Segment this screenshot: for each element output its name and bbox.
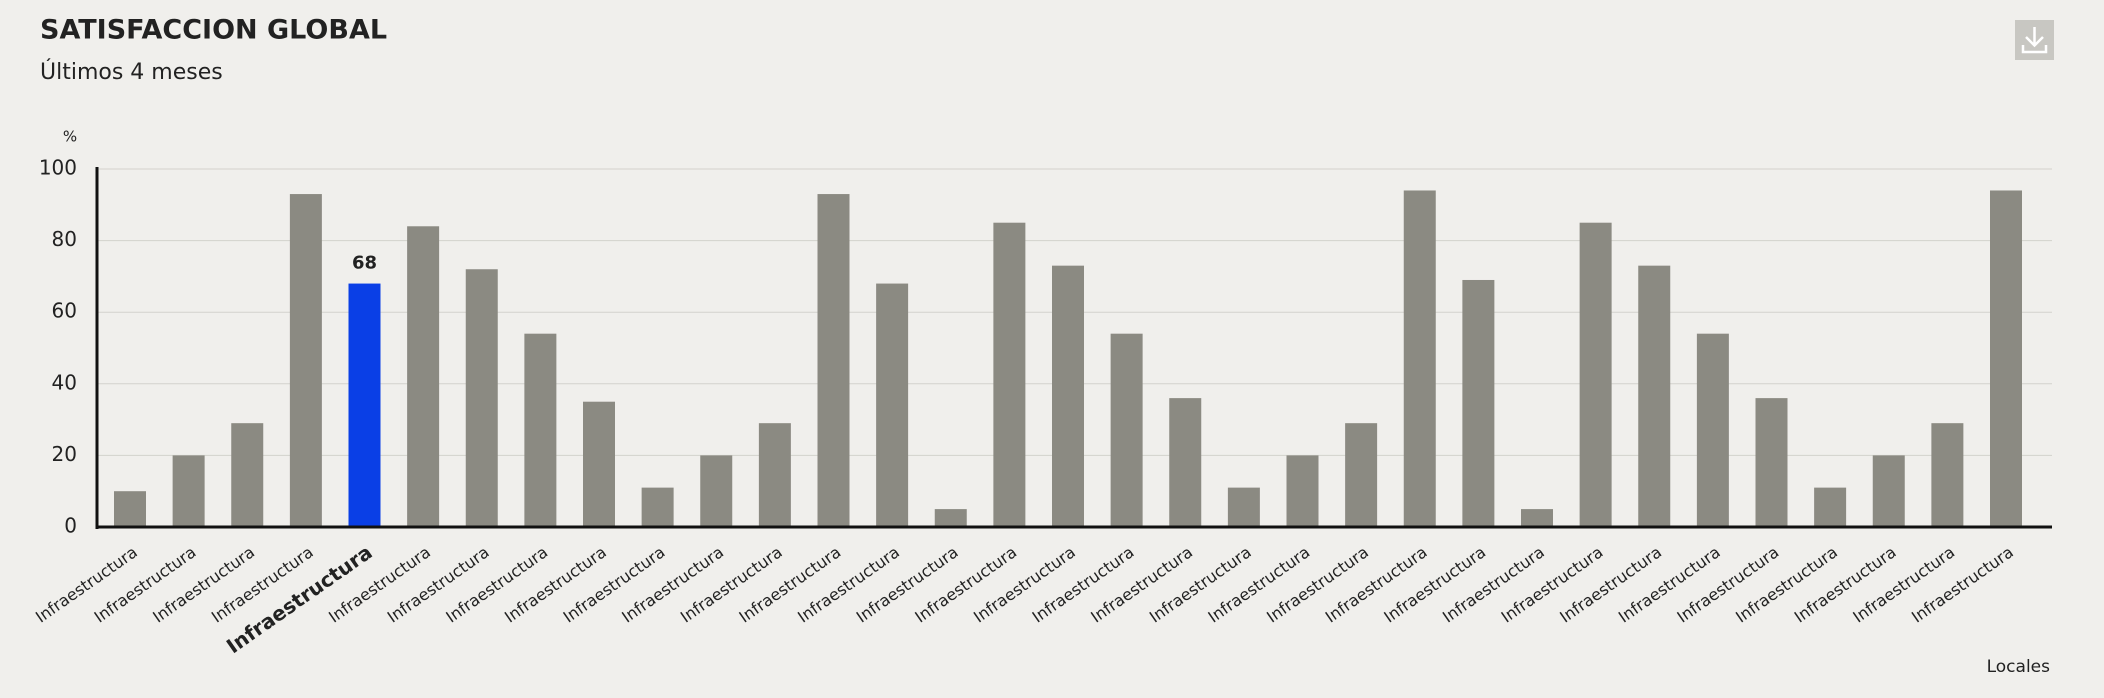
x-tick-label: Infraestructura [1498, 542, 1607, 626]
x-tick-label: Infraestructura [1263, 542, 1372, 626]
x-tick-label: Infraestructura [501, 542, 610, 626]
x-tick-label: Infraestructura [442, 542, 551, 626]
bar [993, 222, 1026, 527]
x-tick-label: Infraestructura [1732, 542, 1841, 626]
x-axis-label: Locales [1987, 657, 2051, 677]
x-tick-label: Infraestructura [1673, 542, 1782, 626]
x-tick-label: Infraestructura [911, 542, 1020, 626]
bar [289, 194, 322, 527]
bar [1345, 423, 1378, 527]
bar [348, 283, 381, 527]
x-tick-label: Infraestructura [1204, 542, 1313, 626]
x-tick-label: Infraestructura [794, 542, 903, 626]
bar [1696, 333, 1729, 527]
download-icon[interactable] [2021, 27, 2048, 54]
x-tick-label: Infraestructura [677, 542, 786, 626]
x-tick-label: Infraestructura [1791, 542, 1900, 626]
bar [1521, 509, 1553, 527]
bar [700, 455, 733, 527]
bar [1052, 265, 1084, 527]
x-tick-label: Infraestructura [149, 542, 258, 626]
x-tick-label: Infraestructura [1849, 542, 1958, 626]
bar [172, 455, 205, 527]
x-tick-label: Infraestructura [32, 542, 141, 626]
value-label: 68 [352, 253, 377, 274]
bar [1286, 455, 1319, 527]
bar [1462, 279, 1495, 527]
bar [1931, 423, 1964, 527]
x-tick-label: Infraestructura [384, 542, 493, 626]
bar [1990, 190, 2022, 528]
y-tick-label: 40 [52, 370, 77, 394]
chart-title: SATISFACCION GLOBAL [40, 15, 387, 46]
chart-subtitle: Últimos 4 meses [40, 59, 223, 85]
bar [1403, 190, 1436, 528]
x-tick-label: Infraestructura [853, 542, 962, 626]
x-tick-label: Infraestructura [1908, 542, 2017, 626]
bar [583, 401, 615, 527]
bar [934, 509, 967, 527]
bar [641, 487, 674, 527]
x-tick-label: Infraestructura [1556, 542, 1665, 626]
bar [407, 226, 440, 527]
bar [1227, 487, 1260, 527]
y-tick-label: 100 [39, 156, 77, 180]
x-tick-label: Infraestructura [1029, 542, 1138, 626]
x-tick-label: Infraestructura [618, 542, 727, 626]
x-tick-label: Infraestructura [560, 542, 669, 626]
bar [1755, 398, 1788, 527]
x-tick-label: Infraestructura [1146, 542, 1255, 626]
y-tick-label: 80 [52, 227, 77, 251]
bar [1872, 455, 1905, 527]
bar [1814, 487, 1847, 527]
bar [1638, 265, 1671, 527]
x-tick-label: Infraestructura [1439, 542, 1548, 626]
bar [758, 423, 791, 527]
x-tick-label: Infraestructura [1087, 542, 1196, 626]
y-tick-label: 20 [52, 442, 77, 466]
x-tick-label: Infraestructura [970, 542, 1079, 626]
x-tick-label: Infraestructura [91, 542, 200, 626]
bar [114, 491, 146, 527]
download-button[interactable] [2015, 20, 2054, 60]
x-tick-label: Infraestructura [1615, 542, 1724, 626]
y-tick-label: 60 [52, 299, 77, 323]
bar [524, 333, 557, 527]
bar [1110, 333, 1143, 527]
bar [1579, 222, 1612, 527]
x-tick-label: Infraestructura [1380, 542, 1489, 626]
bar [465, 269, 498, 527]
bar [1169, 398, 1202, 527]
x-tick-label: Infraestructura [1322, 542, 1431, 626]
y-tick-label: 0 [64, 514, 77, 538]
bar [876, 283, 909, 527]
bar [817, 194, 850, 527]
y-axis-label: % [63, 128, 77, 146]
bar [231, 423, 264, 527]
x-tick-label: Infraestructura [735, 542, 844, 626]
